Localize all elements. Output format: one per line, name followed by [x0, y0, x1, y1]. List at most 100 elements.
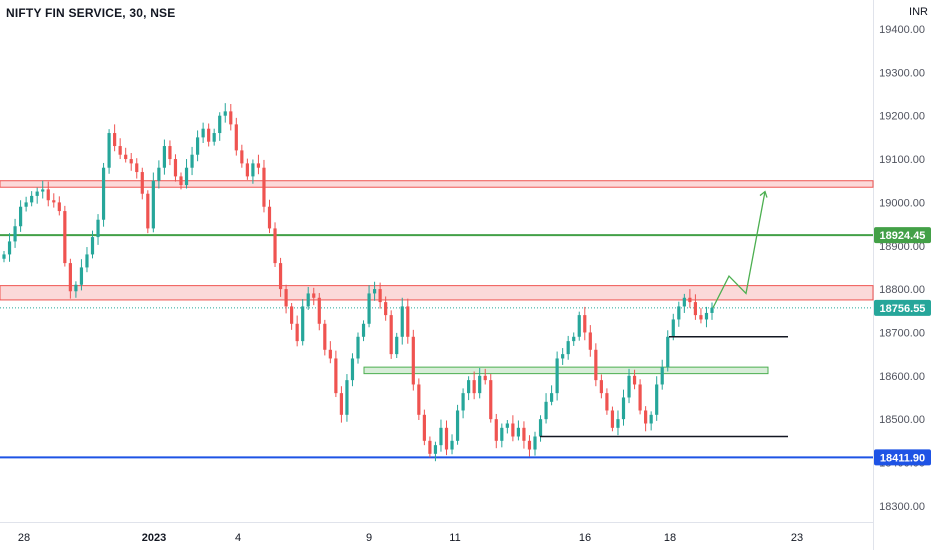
resistance-zone [0, 285, 874, 301]
candle-body [682, 297, 686, 307]
candle-body [411, 336, 415, 385]
candle-body [417, 384, 421, 415]
time-tick-label: 11 [449, 532, 460, 544]
candle-body [334, 358, 338, 394]
candle-body [605, 393, 609, 411]
candle-body [577, 315, 581, 337]
candle-body [616, 419, 620, 428]
candle-body [522, 427, 526, 441]
candle-body [101, 167, 106, 220]
candle-body [677, 306, 681, 320]
candle-body [516, 427, 521, 437]
candle-body [583, 315, 587, 333]
time-tick-label: 4 [235, 532, 241, 544]
candle-body [35, 191, 39, 196]
chart-title: NIFTY FIN SERVICE, 30, NSE [6, 6, 176, 20]
price-tick-label: 19300.00 [879, 67, 925, 79]
candle-body [339, 393, 344, 415]
candle-body [212, 133, 216, 142]
candle-body [251, 163, 255, 177]
candle-body [207, 128, 211, 142]
price-label-text: 18411.90 [880, 452, 925, 464]
candle-body [90, 237, 95, 255]
price-tick-label: 18500.00 [879, 414, 925, 426]
candle-body [688, 297, 692, 303]
price-tick-label: 18600.00 [879, 371, 925, 383]
candle-body [262, 167, 266, 207]
projection-path [712, 191, 766, 309]
time-tick-label: 28 [18, 532, 30, 544]
candle-body [489, 380, 493, 420]
candle-body [455, 410, 460, 441]
price-label-box [874, 299, 931, 316]
candle-body [124, 154, 128, 160]
candle-body [135, 163, 139, 173]
candle-body [704, 312, 709, 320]
candle-body [107, 133, 111, 168]
candle-body [96, 219, 100, 238]
candle-body [632, 375, 637, 385]
candle-body [85, 254, 89, 268]
candle-body [505, 423, 509, 428]
candle-body [57, 202, 61, 212]
candle-body [240, 150, 244, 164]
candle-body [52, 200, 56, 203]
candle-body [367, 293, 371, 324]
candle-body [184, 167, 189, 186]
candle-body [671, 319, 675, 337]
price-tick-label: 18900.00 [879, 241, 925, 253]
candle-body [118, 146, 122, 155]
candle-body [378, 289, 382, 303]
support-zone [363, 366, 769, 375]
candle-body [24, 202, 28, 207]
candle-body [229, 111, 233, 125]
candle-body [467, 380, 471, 394]
candle-body [395, 336, 399, 355]
candle-body [129, 159, 133, 164]
candle-body [356, 336, 360, 359]
candle-body [157, 167, 161, 181]
price-label-text: 18924.45 [880, 230, 926, 242]
candle-body [295, 323, 299, 342]
candle-body [527, 440, 532, 450]
time-axis[interactable]: 28 2023 4 9 11 16 18 23 [18, 532, 803, 544]
candle-body [218, 115, 222, 134]
candle-body [361, 323, 366, 337]
candle-body [538, 419, 543, 437]
candle-body [41, 189, 45, 192]
chart-grid [0, 0, 874, 550]
candle-body [439, 427, 443, 446]
candle-body [18, 206, 23, 227]
candle-body [561, 354, 565, 359]
time-tick-label: 2023 [142, 532, 166, 544]
currency-label: INR [909, 6, 928, 18]
candle-body [461, 393, 465, 411]
candlestick-series [2, 103, 714, 462]
projection-arrowhead [759, 190, 768, 198]
candle-body [384, 302, 388, 316]
candle-body [478, 375, 482, 394]
candle-body [483, 375, 487, 381]
candle-body [190, 154, 194, 168]
candle-body [350, 358, 355, 381]
candle-body [710, 307, 714, 313]
candle-body [655, 384, 659, 415]
time-tick-label: 16 [579, 532, 591, 544]
candle-body [588, 332, 592, 350]
candle-body [151, 180, 155, 229]
candle-body [179, 176, 183, 186]
price-axis[interactable]: 19400.00 19300.00 19200.00 19100.00 19000.00… [874, 24, 931, 513]
candle-body [312, 293, 316, 298]
price-tick-label: 19200.00 [879, 111, 925, 123]
candle-body [450, 440, 454, 450]
candle-body [201, 128, 205, 138]
price-tick-label: 18800.00 [879, 284, 925, 296]
candle-body [644, 410, 648, 424]
candle-body [444, 427, 449, 450]
candle-body [323, 323, 327, 350]
candle-body [301, 306, 305, 342]
candle-body [63, 211, 67, 264]
candle-body [649, 414, 653, 424]
